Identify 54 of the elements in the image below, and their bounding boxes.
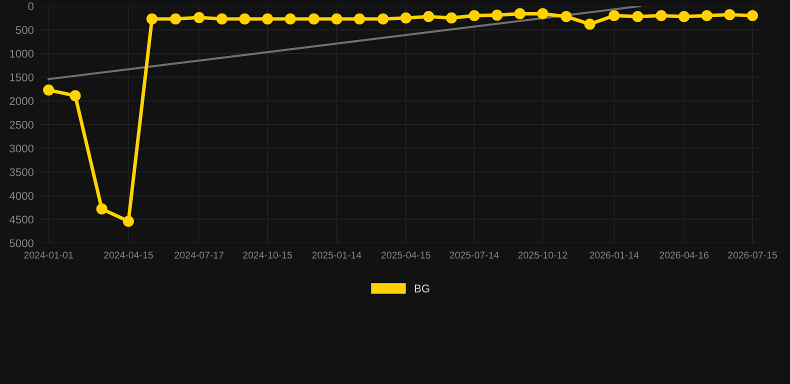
point xyxy=(354,13,366,24)
x-tick-label: 2025-07-14 xyxy=(450,252,499,259)
point xyxy=(146,13,158,24)
point xyxy=(584,18,596,30)
point xyxy=(724,9,736,20)
point xyxy=(514,8,526,20)
point xyxy=(262,13,274,24)
y-tick-label: 2000 xyxy=(10,97,34,106)
x-tick-label: 2025-04-15 xyxy=(381,252,430,259)
y-tick-label: 0 xyxy=(28,2,34,10)
point xyxy=(308,13,320,24)
point xyxy=(239,13,250,24)
point xyxy=(468,10,480,22)
x-tick-label: 2025-01-14 xyxy=(312,252,362,259)
point xyxy=(194,12,205,24)
x-tick-label: 2026-01-14 xyxy=(590,252,639,259)
y-tick-label: 2500 xyxy=(10,120,34,129)
point xyxy=(378,13,389,24)
y-tick-label: 3000 xyxy=(10,144,34,152)
y-tick-label: 1500 xyxy=(10,73,34,82)
point xyxy=(400,12,412,24)
point xyxy=(43,84,54,96)
point xyxy=(560,11,572,22)
point xyxy=(492,10,503,21)
x-tick-label: 2024-10-15 xyxy=(243,252,292,259)
x-tick-label: 2024-07-17 xyxy=(174,252,224,259)
point xyxy=(122,216,134,227)
point xyxy=(701,10,712,22)
y-tick-label: 500 xyxy=(16,26,34,34)
x-tick-label: 2024-01-01 xyxy=(24,252,74,259)
y-tick-label: 5000 xyxy=(10,239,34,248)
y-tick-label: 4500 xyxy=(9,216,34,224)
x-tick-label: 2026-04-16 xyxy=(660,252,708,259)
point xyxy=(170,13,182,24)
point xyxy=(423,11,434,22)
point xyxy=(70,90,81,102)
point xyxy=(537,8,548,20)
x-tick-label: 2026-07-15 xyxy=(728,252,777,259)
point xyxy=(608,10,620,22)
y-tick-label: 1000 xyxy=(10,50,34,58)
point xyxy=(656,10,667,22)
x-tick-label: 2024-04-15 xyxy=(104,252,153,259)
y-tick-label: 4000 xyxy=(9,192,34,200)
point xyxy=(446,12,458,24)
point xyxy=(678,11,690,22)
point xyxy=(632,11,644,22)
point xyxy=(746,10,758,22)
legend-label: BG xyxy=(414,284,430,292)
y-tick-label: 3500 xyxy=(10,168,34,176)
point xyxy=(331,13,342,24)
point xyxy=(96,203,108,215)
point xyxy=(216,13,228,24)
x-tick-label: 2025-10-12 xyxy=(518,252,568,259)
point xyxy=(284,13,296,24)
